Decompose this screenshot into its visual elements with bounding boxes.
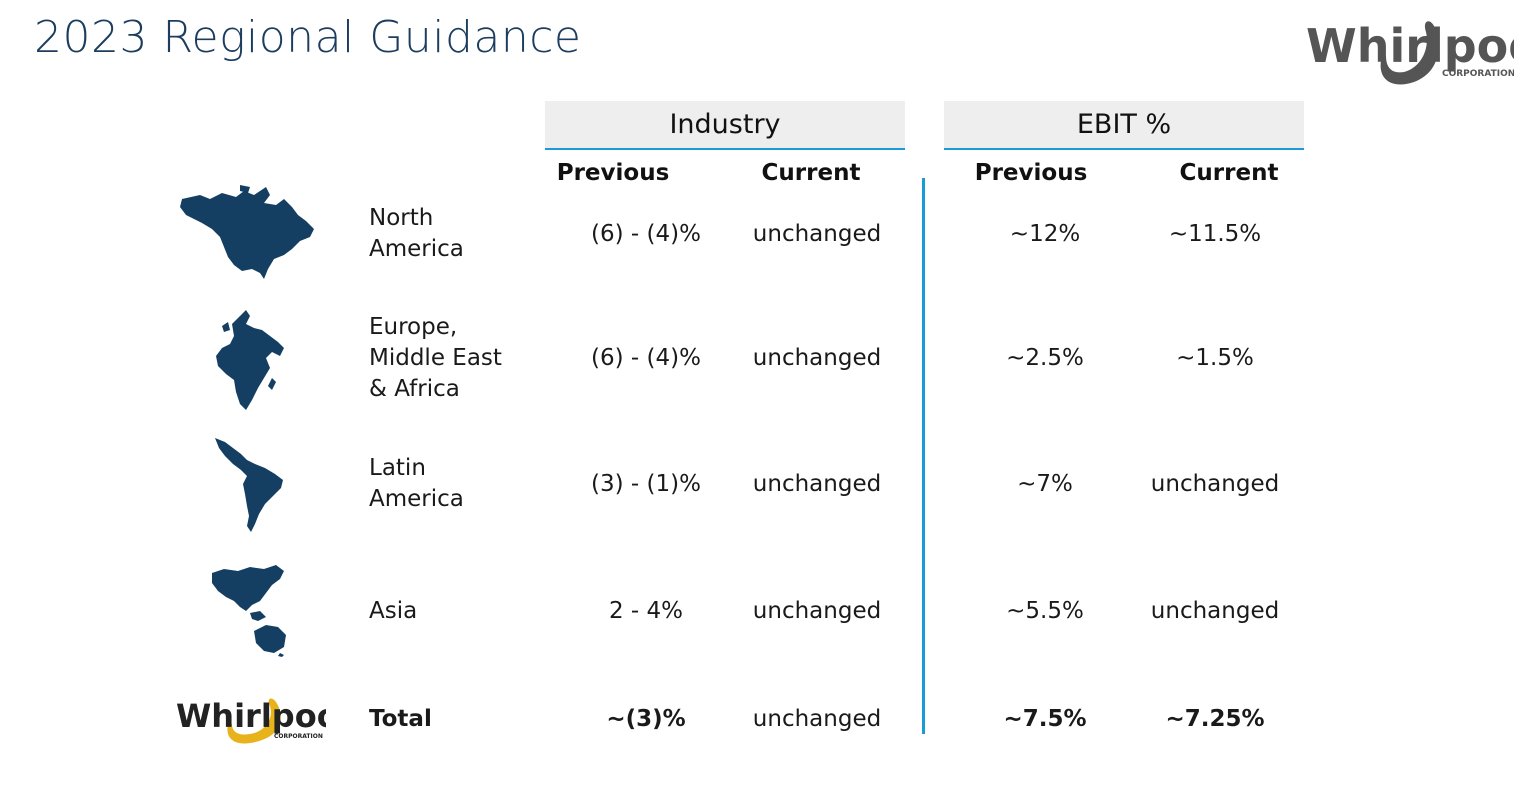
table-cell-asia-industry-current: unchanged [752, 598, 882, 624]
table-cell-asia-industry-previous: 2 - 4% [608, 598, 684, 624]
north-america-map-icon [180, 185, 314, 279]
table-cell-total-ebit-current: ~7.25% [1165, 706, 1265, 732]
whirlpool-logo: Whirlpool CORPORATION [1306, 19, 1514, 85]
table-cell-total-industry-current: unchanged [752, 706, 882, 732]
table-cell-emea-industry-previous: (6) - (4)% [591, 345, 701, 371]
table-cell-na-industry-current: unchanged [752, 221, 882, 247]
table-cell-asia-ebit-current: unchanged [1150, 598, 1280, 624]
latin-america-map-icon [215, 438, 283, 532]
table-cell-total-industry-previous: ~(3)% [606, 706, 686, 732]
table-cell-asia-ebit-previous: ~5.5% [1006, 598, 1084, 624]
table-cell-la-ebit-previous: ~7% [1017, 471, 1073, 497]
industry-current-header: Current [761, 160, 861, 186]
table-cell-emea-ebit-current: ~1.5% [1176, 345, 1254, 371]
svg-text:CORPORATION: CORPORATION [274, 733, 323, 740]
region-label-total: Total [369, 706, 432, 732]
table-cell-emea-ebit-previous: ~2.5% [1006, 345, 1084, 371]
page-title: 2023 Regional Guidance [34, 12, 582, 63]
region-label-north-america: North America [369, 205, 464, 262]
table-cell-la-industry-current: unchanged [752, 471, 882, 497]
ebit-current-header: Current [1179, 160, 1279, 186]
table-cell-na-ebit-previous: ~12% [1009, 221, 1081, 247]
ebit-previous-header: Previous [974, 160, 1088, 186]
column-divider [922, 178, 925, 734]
emea-map-icon [216, 310, 284, 410]
table-cell-total-ebit-previous: ~7.5% [1003, 706, 1087, 732]
svg-text:CORPORATION: CORPORATION [1442, 69, 1514, 79]
asia-map-icon [212, 565, 286, 657]
region-label-latin-america: Latin America [369, 455, 464, 512]
table-cell-na-industry-previous: (6) - (4)% [591, 221, 701, 247]
industry-group-header: Industry [545, 101, 905, 150]
ebit-group-header: EBIT % [944, 101, 1304, 150]
table-cell-na-ebit-current: ~11.5% [1168, 221, 1262, 247]
industry-group-label: Industry [669, 109, 781, 140]
table-cell-emea-industry-current: unchanged [752, 345, 882, 371]
ebit-group-label: EBIT % [1076, 109, 1172, 140]
table-cell-la-ebit-current: unchanged [1150, 471, 1280, 497]
region-label-emea: Europe, Middle East & Africa [369, 314, 502, 402]
whirlpool-logo-total: Whirlpool CORPORATION [176, 697, 326, 744]
table-cell-la-industry-previous: (3) - (1)% [591, 471, 701, 497]
svg-text:Whirlpool: Whirlpool [1306, 19, 1514, 73]
region-label-asia: Asia [369, 598, 418, 624]
industry-previous-header: Previous [556, 160, 670, 186]
svg-text:Whirlpool: Whirlpool [176, 697, 326, 735]
